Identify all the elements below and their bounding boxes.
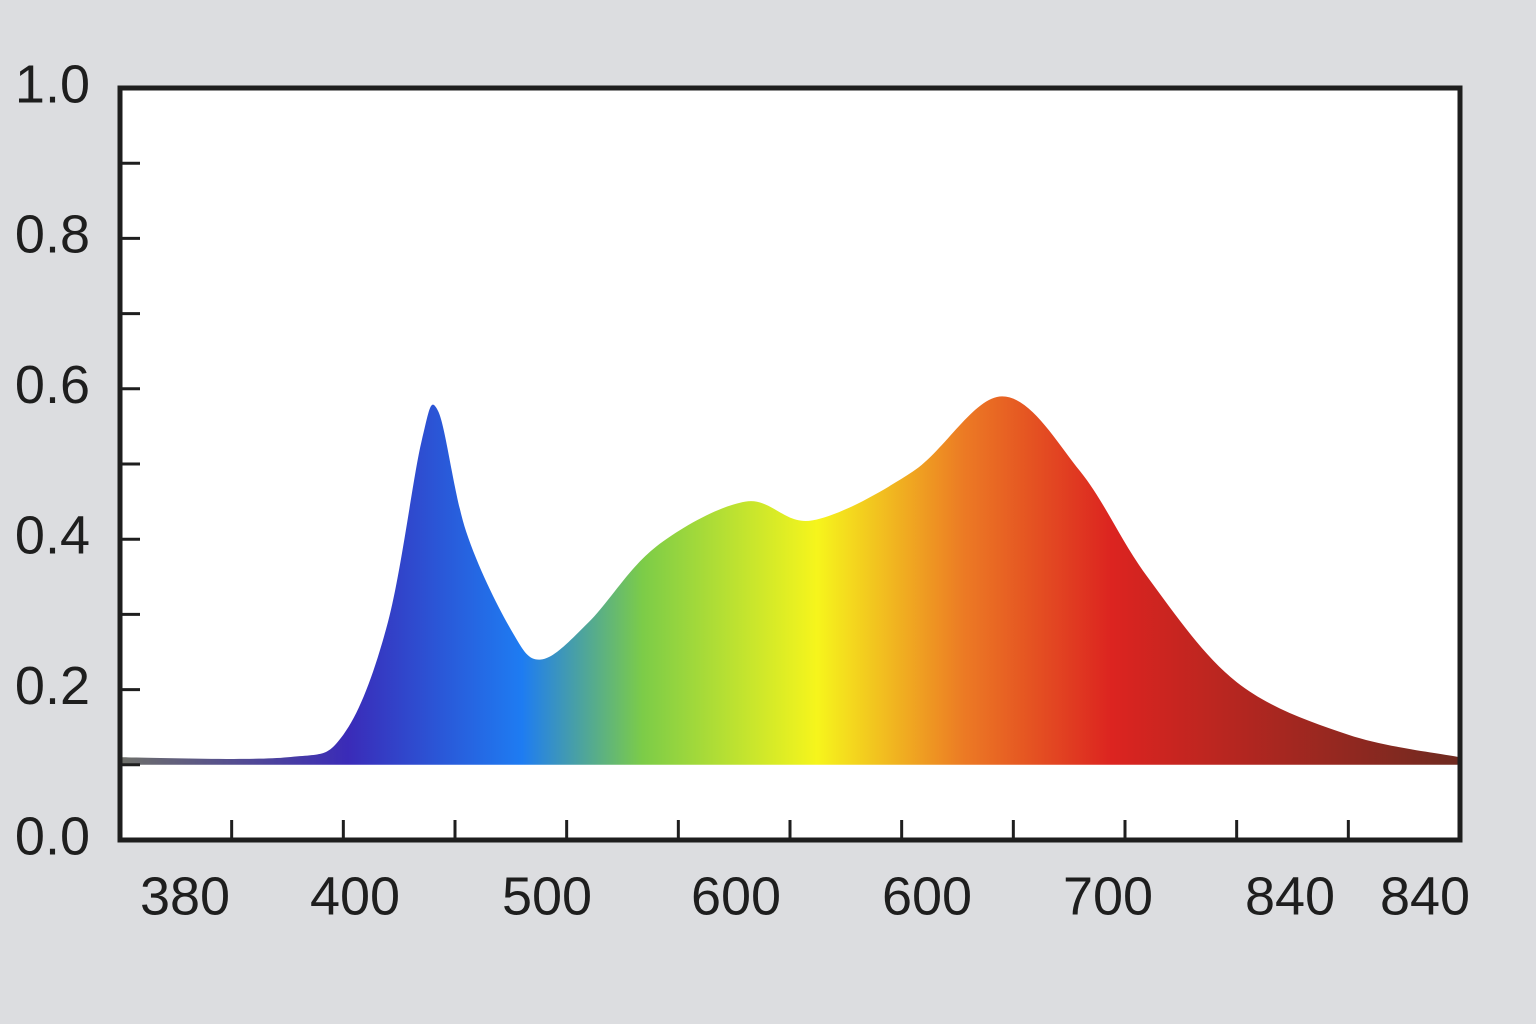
x-tick-label: 380 — [140, 866, 230, 926]
x-tick-label: 600 — [691, 866, 781, 926]
x-tick-label: 840 — [1380, 866, 1470, 926]
y-tick-label: 0.4 — [15, 505, 90, 565]
x-tick-label: 840 — [1245, 866, 1335, 926]
y-tick-label: 0.6 — [15, 355, 90, 415]
x-tick-label: 500 — [502, 866, 592, 926]
x-tick-label: 700 — [1063, 866, 1153, 926]
y-tick-label: 0.2 — [15, 656, 90, 716]
y-tick-label: 1.0 — [15, 54, 90, 114]
x-tick-label: 600 — [882, 866, 972, 926]
y-tick-label: 0.0 — [15, 806, 90, 866]
x-tick-label: 400 — [310, 866, 400, 926]
y-tick-label: 0.8 — [15, 205, 90, 265]
spectrum-area — [120, 396, 1460, 765]
